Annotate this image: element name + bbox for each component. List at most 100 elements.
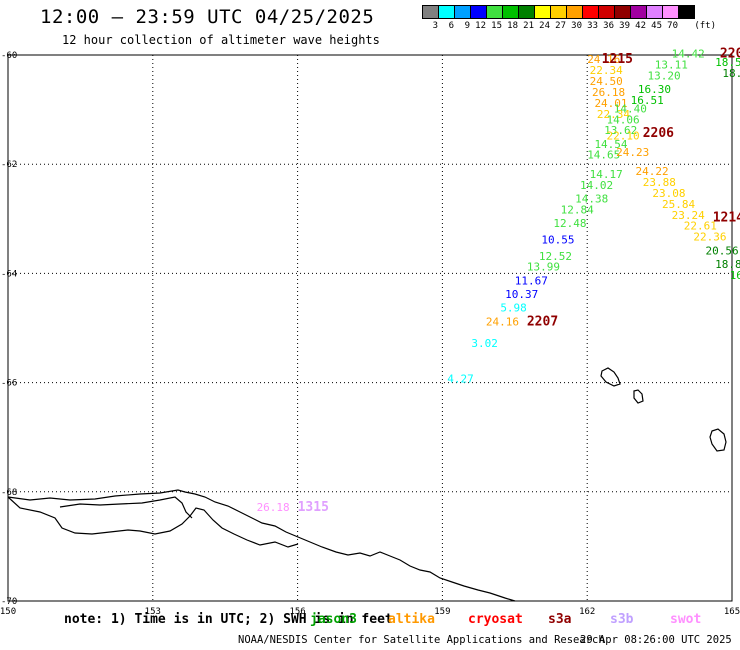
units-note: note: 1) Time is in UTC; 2) SWH is in fe… <box>64 612 393 627</box>
longitude-tick-label: 165 <box>724 607 740 617</box>
wave-height-label: 10.37 <box>505 288 538 301</box>
wave-height-label: 26.18 <box>257 501 290 514</box>
pass-time-label: 1214 <box>713 211 740 226</box>
antarctic-coastline <box>7 489 516 602</box>
wave-height-label: 10.55 <box>541 233 574 246</box>
wave-height-label: 18.55 <box>715 56 740 69</box>
wave-height-label: 16.51 <box>631 94 664 107</box>
wave-height-label: 14.06 <box>607 113 640 126</box>
pass-time-label: 2205 <box>720 47 740 62</box>
wave-height-label: 13.20 <box>648 70 681 83</box>
wave-height-label: 22.10 <box>607 130 640 143</box>
color-scale-label: 9 <box>464 21 470 31</box>
longitude-tick-label: 162 <box>579 607 595 617</box>
wave-height-label: 18.31 <box>722 67 740 80</box>
wave-height-label: 23.88 <box>643 176 676 189</box>
color-scale-label: 36 <box>603 21 614 31</box>
pass-time-label: 1315 <box>298 500 329 515</box>
color-scale-label: 39 <box>619 21 630 31</box>
wave-height-label: 24.16 <box>486 315 519 328</box>
wave-height-observations: 24.16121522.3424.5026.1824.0122.3414.401… <box>257 47 740 515</box>
wave-height-label: 12.52 <box>539 250 572 263</box>
longitude-tick-label: 153 <box>145 607 161 617</box>
latitude-tick-label: -64 <box>1 269 17 279</box>
wave-height-label: 24.16 <box>587 53 620 66</box>
wave-height-label: 24.01 <box>594 97 627 110</box>
satellite-cryosat: cryosat <box>468 612 523 627</box>
satellite-s3a: s3a <box>548 612 572 627</box>
color-scale-swatches <box>422 5 716 19</box>
color-scale-label: 42 <box>635 21 646 31</box>
latitude-tick-label: -60 <box>1 51 17 61</box>
wave-height-label: 4.27 <box>447 373 474 386</box>
wave-height-label: 11.67 <box>515 274 548 287</box>
color-scale-label: 45 <box>651 21 662 31</box>
wave-height-label: 22.34 <box>590 64 623 77</box>
satellite-swot: swot <box>670 612 702 627</box>
wave-height-label: 16.30 <box>638 83 671 96</box>
map-subtitle: 12 hour collection of altimeter wave hei… <box>62 33 380 47</box>
color-scale-label: 3 <box>432 21 438 31</box>
satellite-jason3: jason3 <box>310 612 357 627</box>
wave-height-label: 22.61 <box>684 220 717 233</box>
coastline-bay-detail <box>59 496 193 519</box>
color-scale-labels: 3 6 9 12 15 18 21 24 27 30 33 36 39 42 45 70 (ft) <box>422 21 716 31</box>
wave-height-label: 13.62 <box>604 124 637 137</box>
wave-height-label: 20.56 <box>705 244 738 257</box>
wave-height-label: 12.48 <box>553 217 586 230</box>
color-scale-label: 21 <box>523 21 534 31</box>
wave-height-label: 18.89 <box>715 258 740 271</box>
wave-height-label: 25.84 <box>662 198 695 211</box>
color-scale-label: 6 <box>448 21 454 31</box>
latitude-tick-label: -62 <box>1 160 17 170</box>
color-scale-label: 15 <box>491 21 502 31</box>
pass-time-label: 2207 <box>527 314 558 329</box>
wave-height-label: 26.18 <box>592 86 625 99</box>
wave-height-label: 14.40 <box>614 102 647 115</box>
color-scale-unit: (ft) <box>694 21 716 31</box>
color-scale-label: 18 <box>507 21 518 31</box>
graticule: 150 153 156 159 162 165 -60 -62 -64 -66 -68 -70 <box>0 51 740 617</box>
wave-height-label: 13.11 <box>655 59 688 72</box>
latitude-tick-label: -66 <box>1 379 17 389</box>
footer-generated-time: 29 Apr 08:26:00 UTC 2025 <box>580 634 732 646</box>
footer-credit: NOAA/NESDIS Center for Satellite Applica… <box>238 634 605 646</box>
latitude-tick-label: -70 <box>1 597 17 607</box>
wave-height-label: 24.22 <box>635 165 668 178</box>
wave-height-label: 13.99 <box>527 261 560 274</box>
longitude-tick-label: 159 <box>434 607 450 617</box>
coastline <box>7 367 727 602</box>
color-scale-label: 24 <box>539 21 550 31</box>
island-1 <box>600 367 621 387</box>
wave-height-label: 14.17 <box>590 168 623 181</box>
longitude-tick-label: 156 <box>289 607 305 617</box>
color-scale-label: 33 <box>587 21 598 31</box>
pass-time-label: 2206 <box>643 126 674 141</box>
island-3 <box>709 428 727 452</box>
satellite-s3b: s3b <box>610 612 634 627</box>
wave-height-label: 3.02 <box>471 337 498 350</box>
wave-height-label: 14.02 <box>580 179 613 192</box>
coastline-inlet <box>7 496 299 548</box>
wave-height-label: 12.84 <box>561 203 594 216</box>
wave-height-label: 23.08 <box>652 187 685 200</box>
wave-height-label: 14.42 <box>672 48 705 61</box>
color-scale-label: 30 <box>571 21 582 31</box>
wave-height-label: 22.34 <box>597 108 630 121</box>
map-title: 12:00 – 23:59 UTC 04/25/2025 <box>40 6 375 28</box>
color-swatch <box>678 5 695 19</box>
pass-time-label: 1215 <box>602 52 633 67</box>
wave-height-label: 5.98 <box>500 302 527 315</box>
wave-height-color-scale: 3 6 9 12 15 18 21 24 27 30 33 36 39 42 45 70 (ft) <box>422 5 716 35</box>
wave-height-label: 22.36 <box>693 231 726 244</box>
island-2 <box>633 389 644 404</box>
longitude-tick-label: 150 <box>0 607 16 617</box>
wave-height-label: 24.23 <box>616 146 649 159</box>
wave-height-label: 23.24 <box>672 209 705 222</box>
wave-height-label: 14.54 <box>594 138 627 151</box>
wave-height-label: 16.35 <box>730 269 740 282</box>
color-scale-label: 12 <box>475 21 486 31</box>
wave-height-label: 14.38 <box>575 192 608 205</box>
wave-height-label: 14.65 <box>587 149 620 162</box>
